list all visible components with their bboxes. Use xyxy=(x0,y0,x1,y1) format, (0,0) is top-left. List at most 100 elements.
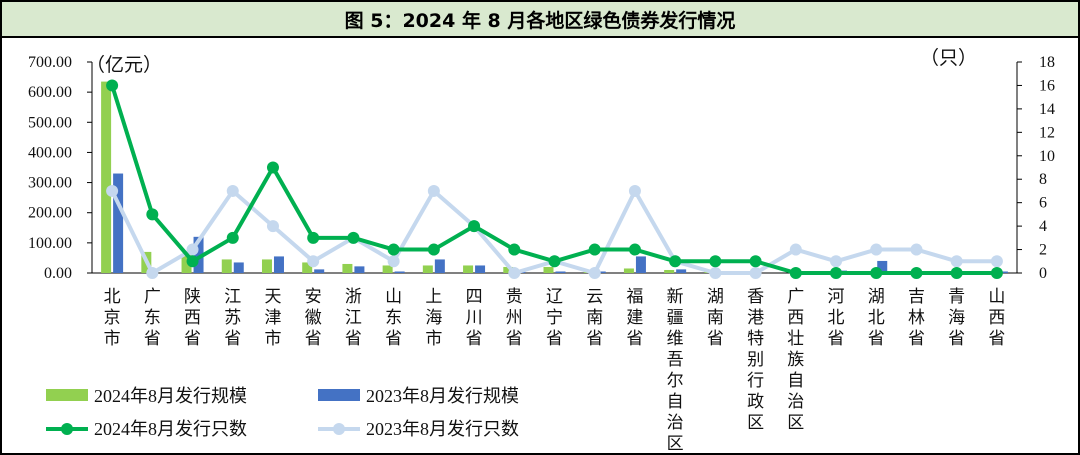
line-2024-count-point xyxy=(990,267,1003,279)
bar-2024 xyxy=(181,254,192,273)
line-2024-count-point xyxy=(789,267,802,279)
bar-2023 xyxy=(434,259,445,273)
legend-label: 2023年8月发行规模 xyxy=(366,386,519,406)
line-2024-count-point xyxy=(307,231,320,244)
bar-2024 xyxy=(261,259,272,273)
right-tick-label: 12 xyxy=(1039,124,1055,141)
line-2024-count-point xyxy=(226,231,239,244)
line-2023-count-point xyxy=(106,184,119,197)
line-2024-count-point xyxy=(709,255,722,268)
bar-2023 xyxy=(595,271,606,273)
right-axis-unit: （只） xyxy=(920,47,977,69)
category-label: 安徽省 xyxy=(305,287,322,349)
category-label: 四川省 xyxy=(466,287,483,349)
bar-2024 xyxy=(503,266,514,273)
right-tick-label: 16 xyxy=(1039,77,1055,94)
bar-2023 xyxy=(273,256,284,273)
category-label: 新疆维吾尔自治区 xyxy=(667,287,684,454)
bar-2024 xyxy=(342,263,353,273)
line-2023-count-point xyxy=(588,267,601,279)
line-2024-count-point xyxy=(387,243,400,256)
bar-2023 xyxy=(354,266,365,273)
category-label: 贵州省 xyxy=(506,287,523,349)
category-label: 天津市 xyxy=(264,287,281,349)
category-label: 广东省 xyxy=(144,287,161,349)
category-label: 吉林省 xyxy=(908,287,925,349)
right-tick-label: 14 xyxy=(1039,101,1055,118)
line-2023-count-point xyxy=(789,243,802,256)
category-label: 湖北省 xyxy=(868,287,885,349)
line-2023-count-point xyxy=(950,255,963,268)
line-2023-count-point xyxy=(508,267,521,279)
line-2024-count-point xyxy=(910,267,923,279)
bar-2023 xyxy=(997,271,1008,273)
line-2024-count-point xyxy=(830,267,843,279)
lines xyxy=(106,79,1003,279)
line-2024-count-point xyxy=(186,255,199,268)
legend-label: 2024年8月发行规模 xyxy=(94,386,247,406)
category-label: 山东省 xyxy=(385,287,402,349)
line-2024-count-point xyxy=(548,255,561,268)
category-label: 山西省 xyxy=(988,287,1005,349)
line-2024-count xyxy=(110,84,997,275)
line-2023-count-point xyxy=(226,184,239,197)
left-tick-label: 0.00 xyxy=(44,265,72,282)
line-2023-count-point xyxy=(830,255,843,268)
category-label: 江苏省 xyxy=(224,287,241,349)
category-label: 陕西省 xyxy=(184,287,201,349)
line-2023-count-point xyxy=(387,255,400,268)
bar-2024 xyxy=(221,259,232,273)
category-label: 浙江省 xyxy=(345,287,362,349)
bar-2023 xyxy=(233,262,244,273)
bars xyxy=(101,81,1008,273)
line-2024-count-point xyxy=(588,243,601,256)
line-2023-count-point xyxy=(749,267,762,279)
legend-marker xyxy=(61,423,73,435)
line-2024-count-point xyxy=(427,243,440,256)
line-2024-count-point xyxy=(870,267,883,279)
bar-2024 xyxy=(543,266,554,273)
bar-2023 xyxy=(676,269,687,273)
bar-2023 xyxy=(314,269,325,273)
line-2024-count-point xyxy=(146,208,159,221)
bar-2024 xyxy=(422,265,433,273)
left-tick-label: 500.00 xyxy=(28,114,72,131)
axes: 0.00 100.00 200.00 300.00 400.00 500.00 600.00… xyxy=(28,47,1055,282)
category-label: 湖南省 xyxy=(707,287,724,349)
right-tick-label: 18 xyxy=(1039,54,1055,71)
legend-label: 2024年8月发行只数 xyxy=(94,419,247,439)
line-2024-count-point xyxy=(950,267,963,279)
line-2024-count-point xyxy=(106,79,119,92)
legend-swatch xyxy=(46,389,88,401)
category-label: 河北省 xyxy=(828,287,845,349)
line-2024-count-point xyxy=(266,161,279,174)
line-2023-count-point xyxy=(910,243,923,256)
right-tick-label: 2 xyxy=(1039,242,1047,259)
category-label: 云南省 xyxy=(586,287,603,349)
line-2024-count-point xyxy=(508,243,521,256)
legend-label: 2023年8月发行只数 xyxy=(366,419,519,439)
line-2023-count-point xyxy=(427,184,440,197)
left-tick-label: 700.00 xyxy=(28,54,72,71)
right-tick-label: 6 xyxy=(1039,195,1047,212)
figure-title: 图 5：2024 年 8 月各地区绿色债券发行情况 xyxy=(2,2,1078,38)
bar-2023 xyxy=(193,236,204,273)
category-label: 广西壮族自治区 xyxy=(787,287,804,433)
bar-2023 xyxy=(113,173,124,273)
bar-2024 xyxy=(664,269,675,273)
line-2023-count-point xyxy=(266,220,279,233)
left-tick-label: 600.00 xyxy=(28,84,72,101)
bar-2024 xyxy=(623,268,634,273)
bar-2024 xyxy=(302,262,313,273)
left-tick-label: 400.00 xyxy=(28,144,72,161)
line-2023-count-point xyxy=(628,184,641,197)
right-tick-label: 4 xyxy=(1039,218,1047,235)
right-tick-label: 8 xyxy=(1039,171,1047,188)
category-label: 香港特别行政区 xyxy=(747,287,764,433)
legend: 2024年8月发行规模 2023年8月发行规模 2024年8月发行只数 2023年8月… xyxy=(46,386,519,439)
line-2023-count-point xyxy=(186,243,199,256)
left-tick-label: 200.00 xyxy=(28,205,72,222)
bar-2023 xyxy=(877,260,888,273)
